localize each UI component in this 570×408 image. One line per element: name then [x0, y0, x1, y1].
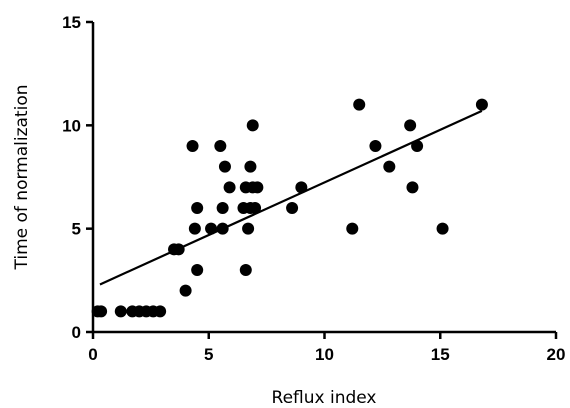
data-point: [154, 305, 167, 318]
axes: [91, 22, 556, 334]
data-point: [436, 222, 449, 235]
data-point: [246, 119, 259, 132]
x-tick-label: 20: [547, 345, 566, 364]
data-point: [191, 202, 204, 214]
data-point: [406, 181, 419, 194]
data-point: [404, 119, 417, 132]
data-point: [242, 222, 255, 235]
y-tick-label: 15: [62, 13, 81, 32]
data-point: [475, 98, 488, 111]
data-point: [191, 264, 204, 276]
data-point: [218, 160, 231, 173]
data-point: [383, 160, 396, 173]
data-point: [186, 140, 199, 152]
data-point: [353, 98, 366, 111]
data-point: [114, 305, 127, 318]
data-points: [91, 98, 488, 318]
x-tick-label: 5: [204, 345, 213, 364]
y-axis-title: Time of normalization: [12, 85, 32, 271]
data-point: [369, 140, 382, 152]
data-point: [216, 202, 229, 214]
data-point: [251, 181, 264, 194]
y-tick-label: 0: [72, 323, 81, 342]
data-point: [295, 181, 308, 194]
data-point: [411, 140, 424, 152]
data-point: [286, 202, 299, 214]
trend-line: [99, 109, 483, 286]
data-point: [346, 222, 359, 235]
x-tick-label: 0: [88, 345, 97, 364]
data-point: [179, 284, 192, 297]
y-tick-label: 5: [72, 220, 81, 239]
data-point: [239, 264, 252, 276]
x-tick-label: 10: [315, 345, 334, 364]
x-tick-label: 15: [431, 345, 450, 364]
x-axis-ticks: 0 5 10 15 20: [88, 332, 565, 364]
data-point: [223, 181, 236, 194]
y-axis-ticks: 0 5 10 15: [62, 13, 93, 342]
data-point: [95, 305, 108, 318]
y-tick-label: 10: [62, 116, 81, 135]
data-point: [244, 160, 257, 173]
data-point: [214, 140, 227, 152]
data-point: [249, 202, 262, 214]
data-point: [188, 222, 201, 235]
x-axis-title: Reflux index: [272, 388, 377, 408]
